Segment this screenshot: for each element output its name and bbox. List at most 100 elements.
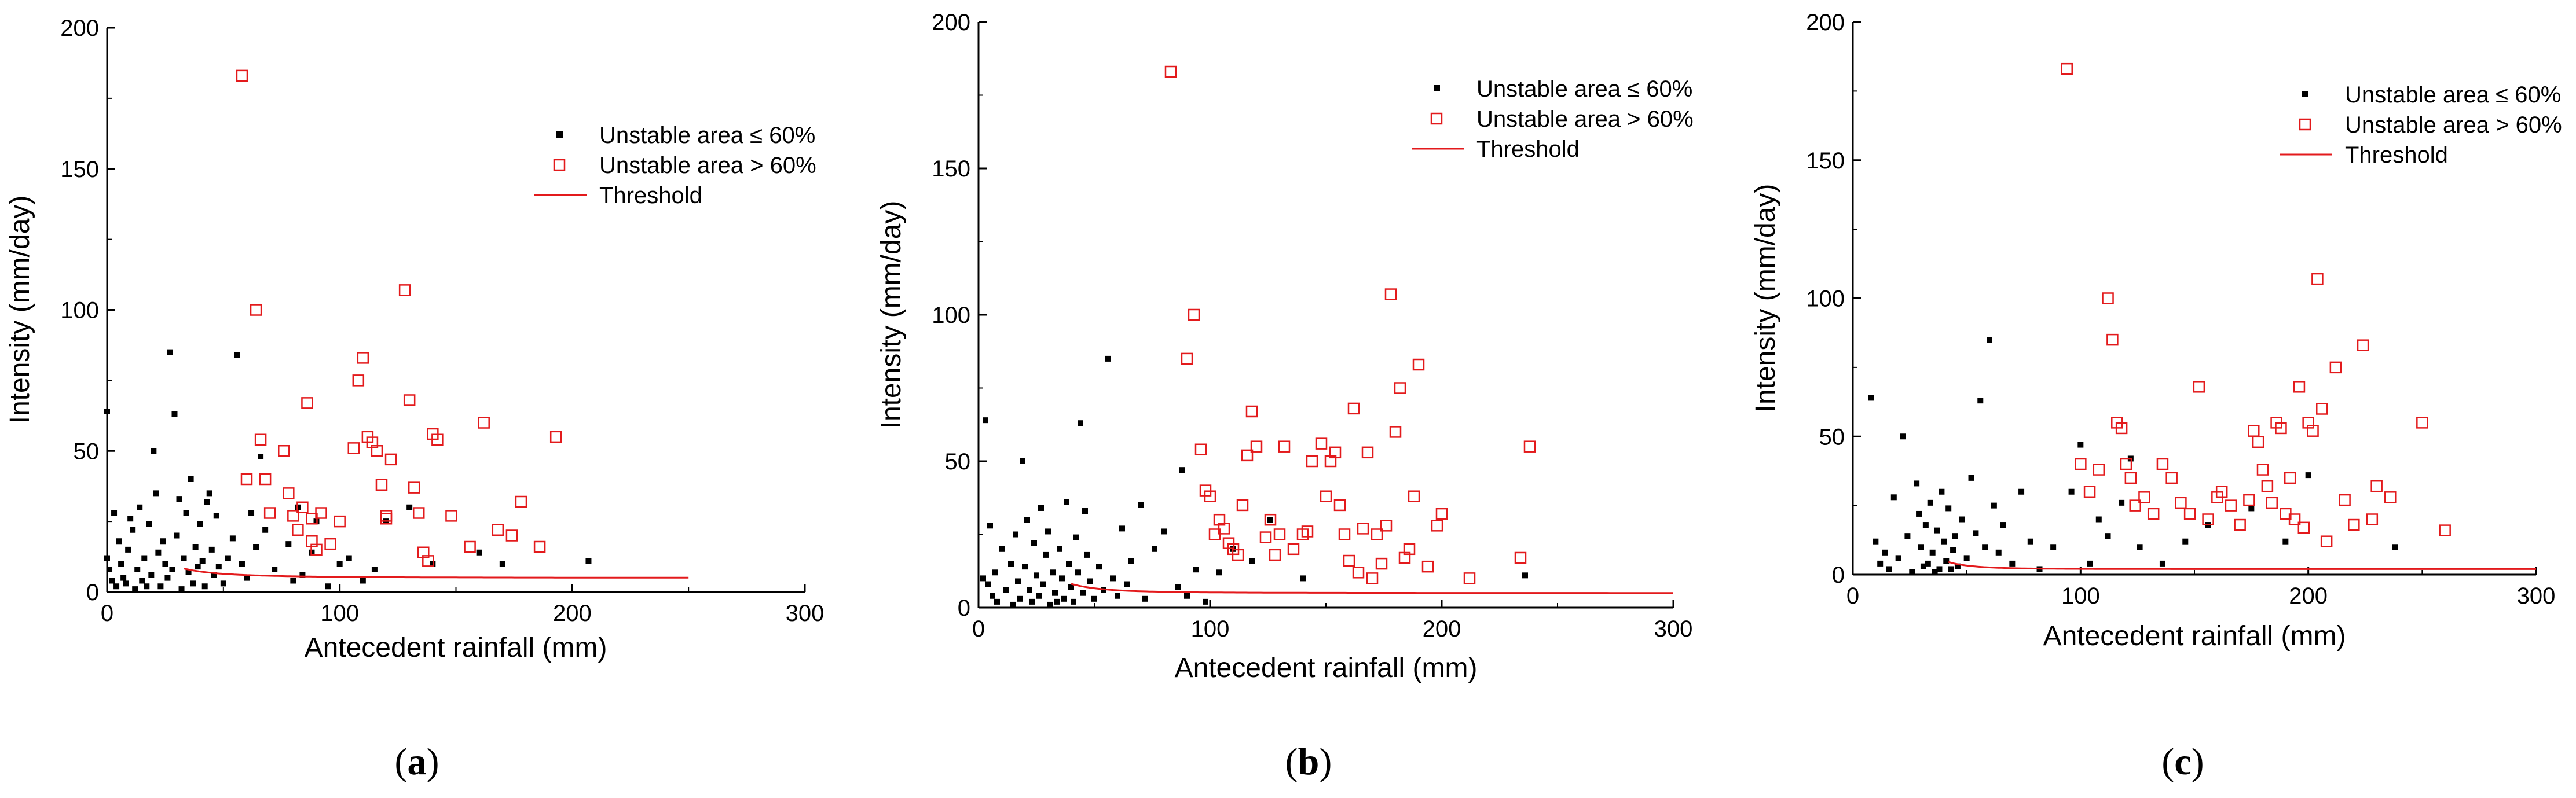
panel-b-point-unstable (1264, 513, 1277, 526)
panel-a-point-stable (258, 454, 264, 459)
panel-c-point-unstable (2147, 508, 2160, 520)
panel-c-point-stable (1941, 538, 1947, 545)
panel-a-point-unstable (445, 510, 457, 522)
panel-a-point-stable (476, 549, 482, 556)
panel-a-point-unstable (375, 479, 388, 491)
panel-c-point-stable (2018, 488, 2025, 495)
panel-c-point-unstable (2261, 480, 2274, 492)
panel-b-point-stable (985, 581, 991, 587)
panel-b-point-stable (1522, 572, 1528, 579)
panel-c-point-unstable (2234, 518, 2246, 531)
panel-a-point-stable (171, 411, 178, 417)
panel-a-point-unstable (357, 352, 369, 364)
panel-b-point-unstable (1366, 572, 1379, 584)
panel-a-point-stable (176, 496, 182, 502)
panel-b-legend-stable-marker (1434, 85, 1440, 91)
panel-c-plot: 0 100 200 300 0 50 100 150 200 Unstable area ≤ 60… (1806, 10, 2562, 609)
panel-a-point-stable (116, 538, 122, 545)
panel-b-point-stable (1175, 584, 1181, 590)
panel-a-point-stable (120, 575, 127, 581)
panel-b-point-unstable (1329, 446, 1342, 459)
panel-b-x-tick-label: 100 (1191, 616, 1230, 642)
panel-c-point-unstable (2293, 381, 2306, 393)
panel-c-point-unstable (2275, 422, 2287, 435)
panel-c-point-unstable (2215, 486, 2228, 498)
panel-b-y-tick-label: 0 (958, 595, 970, 621)
panel-c-point-unstable (2256, 464, 2269, 476)
panel-b-point-unstable (1241, 449, 1254, 462)
panel-a-legend-label: Threshold (599, 183, 702, 208)
panel-a-point-stable (336, 561, 343, 567)
panel-c-point-stable (1929, 549, 1936, 556)
panel-c-point-stable (2095, 516, 2102, 523)
panel-a-point-stable (104, 409, 110, 414)
panel-c-point-stable (1920, 563, 1926, 569)
panel-a-point-unstable (431, 433, 444, 446)
panel-b-point-unstable (1259, 531, 1272, 543)
panel-a-point-unstable (352, 374, 365, 387)
panel-a-point-stable (262, 527, 269, 533)
panel-c-point-stable (1963, 555, 1970, 561)
panel-a-point-unstable (403, 394, 416, 406)
panel-b-point-stable (1300, 575, 1306, 582)
panel-b-point-stable (1096, 564, 1102, 570)
panel-c-y-tick-label: 200 (1806, 10, 1845, 35)
panel-b-point-stable (1066, 561, 1072, 567)
panel-b-point-stable (1015, 578, 1021, 584)
panel-a-point-unstable (240, 473, 253, 486)
panel-c-point-unstable (2225, 499, 2237, 512)
panel-c-point-stable (1916, 510, 1922, 517)
panel-b-point-stable (1036, 593, 1042, 599)
panel-a-point-stable (406, 504, 413, 510)
panel-a-point-stable (181, 555, 187, 561)
panel-a-point-stable (174, 532, 180, 539)
panel-b-point-stable (994, 598, 1000, 605)
panel-a-point-stable (169, 567, 175, 572)
panel-c-point-stable (1948, 566, 1954, 572)
panel-b-point-stable (1267, 517, 1273, 523)
panel-a-legend-label: Unstable area > 60% (599, 153, 816, 178)
panel-a-point-stable (125, 546, 131, 553)
panel-b-point-stable (1078, 420, 1083, 426)
panel-a-point-stable (130, 527, 136, 533)
panel-a-point-stable (211, 572, 217, 578)
panel-b-point-unstable (1343, 554, 1355, 567)
panel-c-point-stable (1900, 433, 1906, 440)
panel-c-point-stable (2068, 488, 2075, 495)
panel-c-point-stable (2137, 544, 2143, 550)
panel-c-point-unstable (2439, 524, 2451, 536)
panel-a-point-stable (371, 567, 378, 572)
panel-b-point-unstable (1204, 490, 1216, 502)
panel-c-point-stable (1895, 555, 1901, 561)
panel-c-point-unstable (2156, 458, 2169, 470)
panel-a-point-unstable (412, 507, 425, 519)
panel-b-x-tick-label: 200 (1423, 616, 1461, 642)
panel-a-point-unstable (310, 543, 323, 556)
panel-a-point-stable (229, 535, 236, 542)
panel-b-point-stable (1040, 581, 1046, 587)
panel-b-point-stable (1010, 601, 1016, 608)
panel-b-point-unstable (1380, 520, 1393, 532)
panel-c-y-axis-label: Intensity (mm/day) (1750, 184, 1781, 413)
panel-c-point-stable (1991, 502, 1997, 509)
panel-a-point-stable (188, 476, 194, 482)
panel-c-point-stable (2009, 560, 2016, 567)
panel-a-point-unstable (549, 431, 562, 443)
panel-c-point-stable (2392, 544, 2398, 550)
panel-a-threshold-curve (184, 568, 689, 579)
panel-b-point-unstable (1250, 440, 1263, 453)
panel-a-point-unstable (505, 529, 518, 542)
panel-c-point-stable (1973, 530, 1979, 536)
panel-b-point-stable (1184, 593, 1190, 599)
panel-a-point-unstable (464, 540, 476, 553)
panel-b-point-unstable (1435, 508, 1448, 520)
panel-a-point-stable (346, 555, 352, 561)
panel-b-point-stable (1057, 546, 1062, 552)
panel-b-point-stable (1043, 551, 1049, 558)
panel-a-point-stable (225, 555, 231, 561)
panel-a-point-unstable (422, 555, 434, 567)
panel-b-legend-label: Unstable area > 60% (1476, 106, 1694, 132)
panel-c-point-unstable (2348, 518, 2360, 531)
panel-c-point-unstable (2357, 339, 2369, 351)
